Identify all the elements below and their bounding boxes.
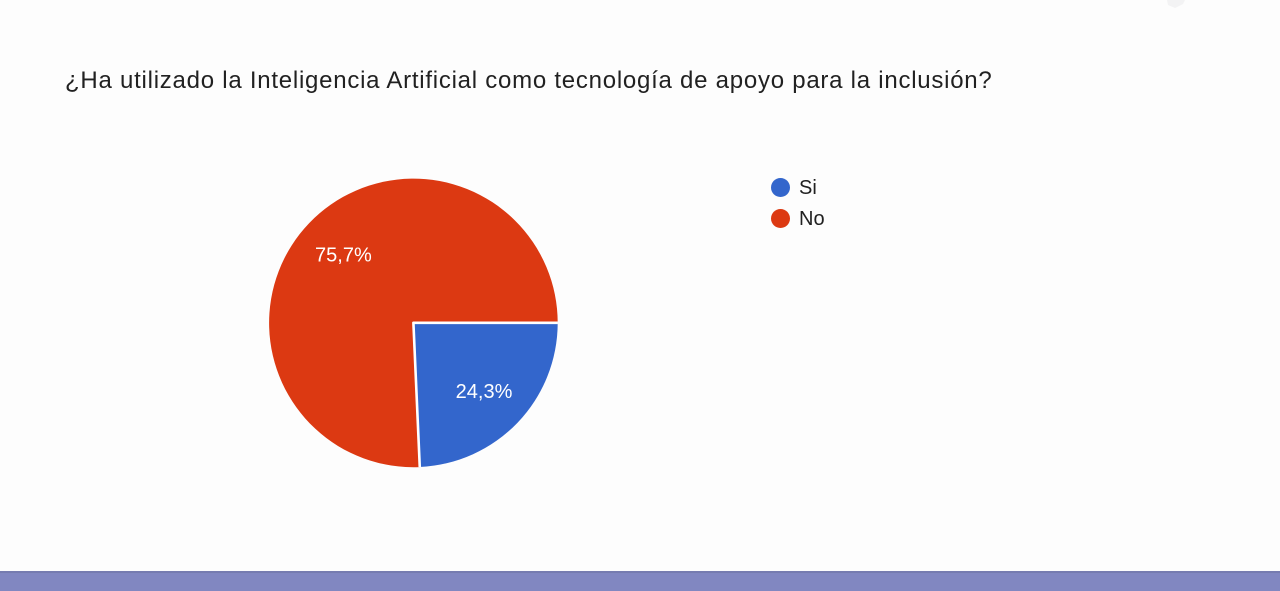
svg-text:75,7%: 75,7% [315,245,372,267]
svg-text:24,3%: 24,3% [456,381,513,403]
